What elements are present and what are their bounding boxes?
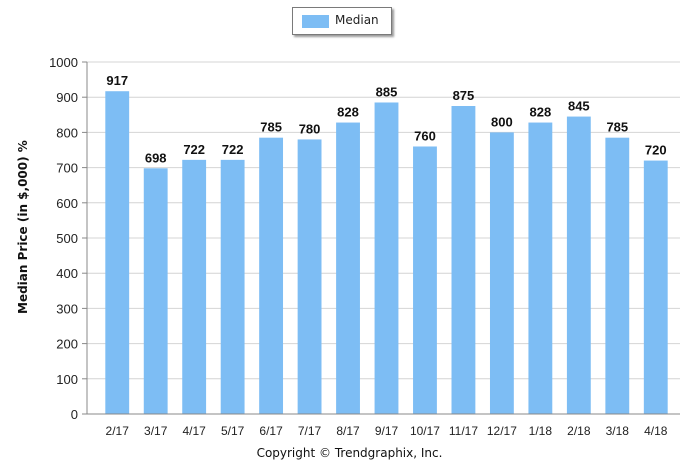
y-tick-label: 0 (71, 407, 78, 422)
x-tick-label: 7/17 (298, 424, 322, 438)
x-tick-label: 5/17 (221, 424, 245, 438)
bar-2/17 (105, 91, 130, 414)
x-tick-label: 3/18 (606, 424, 630, 438)
data-label-3/18: 785 (606, 120, 628, 135)
data-labels: 917 698 722 722 785 780 828 885 760 875 800 828 845 7… (106, 73, 666, 165)
bar-7/17 (297, 139, 322, 414)
bar-3/18 (605, 137, 630, 414)
data-label-1/18: 828 (530, 105, 552, 120)
data-label-8/17: 828 (337, 105, 359, 120)
bar-chart: 917 698 722 722 785 780 828 885 760 875 800 828 845 7… (49, 55, 680, 438)
x-tick-label: 4/18 (644, 424, 668, 438)
y-tick-label: 600 (56, 196, 78, 211)
x-tick-label: 6/17 (259, 424, 283, 438)
y-tick-label: 200 (56, 337, 78, 352)
y-tick-label: 800 (56, 125, 78, 140)
y-tick-label: 1000 (49, 55, 78, 70)
bar-5/17 (220, 159, 245, 414)
bar-10/17 (413, 146, 437, 415)
bar-12/17 (489, 132, 514, 414)
bar-8/17 (336, 122, 360, 414)
y-tick-label: 900 (56, 90, 78, 105)
data-label-4/17: 722 (183, 142, 205, 157)
bar-9/17 (374, 102, 399, 414)
data-label-5/17: 722 (222, 142, 244, 157)
bar-1/18 (528, 122, 553, 414)
data-label-2/18: 845 (568, 99, 590, 114)
data-label-2/17: 917 (106, 73, 128, 88)
axes: 0 100 200 300 400 500 600 700 800 900 1000 2/17 3/17… (49, 55, 680, 438)
y-tick-label: 400 (56, 266, 78, 281)
bar-4/18 (643, 160, 668, 414)
data-label-4/18: 720 (645, 143, 667, 158)
bars (105, 91, 668, 415)
data-label-6/17: 785 (260, 120, 282, 135)
data-label-12/17: 800 (491, 114, 513, 129)
y-tick-label: 300 (56, 301, 78, 316)
data-label-10/17: 760 (414, 128, 436, 143)
bar-4/17 (182, 159, 207, 414)
x-tick-label: 2/18 (567, 424, 591, 438)
x-tick-label: 11/17 (449, 424, 478, 438)
data-label-9/17: 885 (376, 84, 398, 99)
legend: Median (292, 7, 392, 35)
bar-3/17 (143, 168, 168, 414)
y-tick-label: 500 (56, 231, 78, 246)
y-tick-label: 100 (56, 372, 78, 387)
bar-11/17 (451, 106, 476, 414)
data-label-7/17: 780 (299, 121, 321, 136)
y-tick-label: 700 (56, 161, 78, 176)
x-tick-label: 9/17 (375, 424, 399, 438)
x-tick-label: 12/17 (487, 424, 517, 438)
bar-6/17 (259, 137, 284, 414)
copyright-footer: Copyright © Trendgraphix, Inc. (256, 446, 443, 460)
legend-swatch-median (302, 15, 329, 28)
data-label-3/17: 698 (145, 150, 167, 165)
x-tick-label: 2/17 (106, 424, 130, 438)
x-tick-label: 4/17 (182, 424, 206, 438)
x-tick-label: 1/18 (529, 424, 553, 438)
x-tick-label: 8/17 (336, 424, 360, 438)
x-tick-label: 3/17 (144, 424, 168, 438)
bar-2/18 (566, 116, 591, 414)
legend-label-median: Median (335, 13, 379, 27)
data-label-11/17: 875 (453, 88, 475, 103)
x-tick-label: 10/17 (410, 424, 440, 438)
